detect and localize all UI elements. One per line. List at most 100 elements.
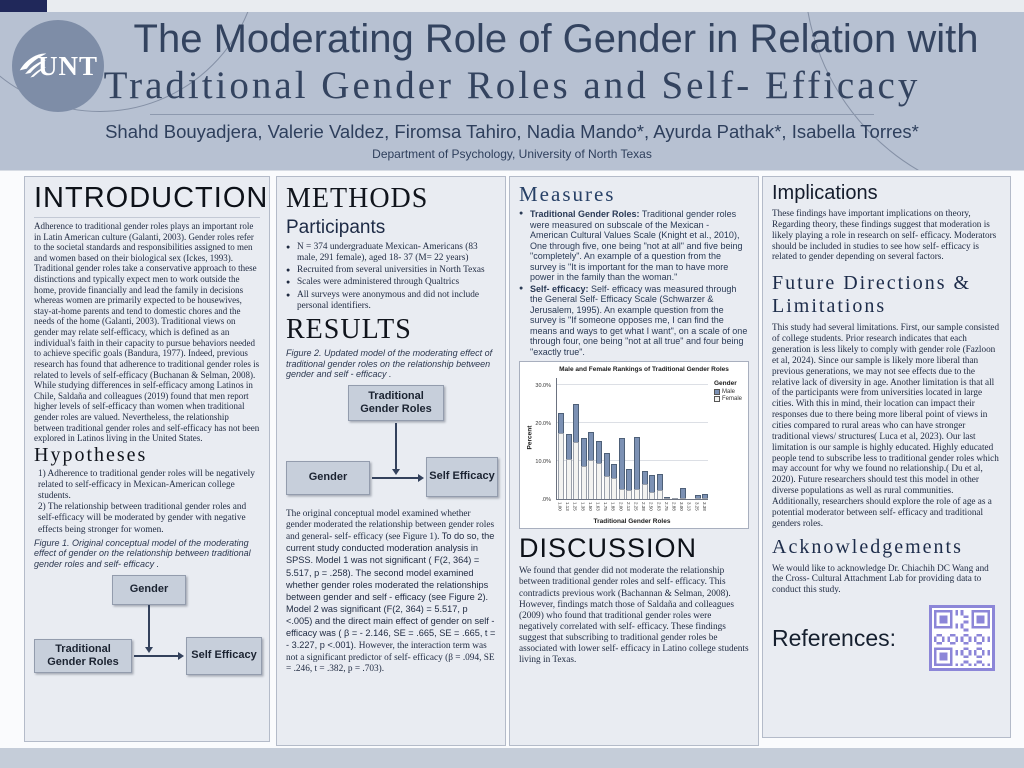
unt-eagle-icon (19, 53, 47, 78)
bar-segment-male (679, 487, 686, 498)
bar-segment-male (634, 437, 640, 490)
figure2-diagram: Traditional Gender Roles Gender Self Eff… (286, 383, 498, 505)
measures-list: Traditional Gender Roles: Traditional ge… (519, 209, 749, 357)
chart-gridline (557, 383, 708, 385)
bar-segment-female (611, 477, 618, 500)
bar-2.25 (634, 437, 640, 500)
fig1-tgr-box: Traditional Gender Roles (34, 638, 132, 673)
implications-panel: Implications These findings have importa… (762, 176, 1011, 738)
fig2-gender-box: Gender (286, 460, 370, 495)
bar-segment-male (649, 475, 656, 493)
chart-gridline (557, 421, 708, 423)
chart-x-tick-label: 1.38 (580, 502, 586, 511)
chart-plot (556, 378, 709, 501)
bar-1.38 (580, 438, 587, 500)
poster-title-line1: The Moderating Role of Gender in Relatio… (133, 17, 979, 61)
measures-item-text: Self- efficacy was measured through the … (530, 283, 748, 357)
bar-segment-male (626, 468, 633, 491)
hypothesis-1: 1) Adherence to traditional gender roles… (38, 468, 255, 502)
chart-x-tick-label: 2.13 (625, 502, 631, 511)
measures-item-lead: Self- efficacy: (530, 283, 589, 294)
measures-discussion-panel: Measures Traditional Gender Roles: Tradi… (509, 176, 759, 746)
measures-item-se: Self- efficacy: Self- efficacy was measu… (519, 284, 749, 358)
bar-segment-female (679, 497, 686, 500)
legend-swatch-icon (714, 396, 720, 403)
chart-x-tick-label: 1.88 (610, 502, 616, 511)
bar-1.25 (573, 403, 580, 500)
bar-2.38 (641, 470, 648, 500)
bar-3.00 (679, 487, 686, 500)
chart-y-tick-label: 30.0% (535, 382, 551, 389)
references-label: References: (772, 624, 897, 651)
bar-segment-female (580, 466, 587, 500)
introduction-heading: INTRODUCTION (34, 182, 267, 218)
chart-x-tick-label: 2.25 (633, 502, 639, 511)
results-heading: RESULTS (286, 313, 412, 345)
unt-logo-text: UNT (38, 51, 99, 81)
fig2-tgr-box: Traditional Gender Roles (348, 384, 444, 421)
bar-segment-male (611, 463, 618, 478)
implications-body: These findings have important implicatio… (772, 208, 997, 262)
bar-segment-male (603, 453, 610, 477)
title-underline (150, 114, 874, 115)
bar-segment-male (702, 493, 709, 499)
chart-x-tick-label: 2.00 (618, 502, 624, 511)
bar-2.50 (649, 475, 656, 500)
bar-segment-female (634, 489, 640, 500)
bar-2.88 (672, 498, 678, 500)
methods-results-panel: METHODS Participants N = 374 undergradua… (276, 176, 506, 746)
measures-item-text: Traditional gender roles were measured o… (530, 209, 743, 283)
bar-segment-female (558, 432, 564, 500)
introduction-panel: INTRODUCTION Adherence to traditional ge… (24, 176, 270, 742)
footer-strip (0, 748, 1024, 768)
chart-gridline (557, 460, 708, 462)
chart-legend-item: Male (714, 389, 742, 396)
bar-segment-female (641, 483, 648, 500)
fig2-se-box: Self Efficacy (426, 456, 498, 497)
results-p1: The original conceptual model examined w… (286, 508, 495, 543)
measures-heading: Measures (519, 182, 616, 206)
chart-x-tick-label: 2.63 (656, 502, 662, 511)
future-directions-body: This study had several limitations. Firs… (772, 322, 1000, 528)
bar-segment-male (565, 434, 572, 460)
figure2-caption: Figure 2. Updated model of the moderatin… (286, 347, 493, 380)
bar-segment-female (626, 490, 633, 500)
bar-1.00 (558, 413, 564, 500)
bar-segment-female (573, 442, 580, 500)
measures-item-lead: Traditional Gender Roles: (530, 209, 640, 219)
implications-heading: Implications (772, 182, 878, 204)
chart-y-ticks: .0% 10.0% 20.0% 30.0% (520, 378, 553, 503)
chart-legend-item: Female (714, 396, 742, 403)
bar-2.00 (618, 438, 625, 500)
bar-1.75 (603, 453, 610, 500)
bar-segment-female (618, 488, 625, 500)
introduction-body: Adherence to traditional gender roles pl… (34, 221, 260, 444)
chart-x-tick-label: 2.88 (671, 502, 677, 511)
fig1-gender-box: Gender (112, 574, 186, 605)
bar-segment-male (573, 403, 580, 443)
discussion-body: We found that gender did not moderate th… (519, 566, 749, 666)
bar-segment-male (664, 497, 671, 499)
figure-bar-chart: Male and Female Rankings of Traditional … (519, 361, 749, 530)
participants-list: N = 374 undergraduate Mexican- Americans… (286, 242, 496, 312)
bar-segment-male (588, 431, 595, 461)
bar-segment-male (580, 438, 587, 467)
bar-segment-female (672, 498, 678, 500)
chart-x-ticks: 1.00 1.13 1.25 1.38 1.50 1.63 1.75 1.88 2.00 2.13… (556, 501, 708, 518)
measures-item-tgr: Traditional Gender Roles: Traditional ge… (519, 209, 749, 283)
discussion-heading: DISCUSSION (519, 533, 698, 564)
qr-pattern (934, 610, 990, 667)
bar-segment-male (694, 495, 701, 498)
bar-1.88 (611, 463, 618, 500)
authors-line: Shahd Bouyadjera, Valerie Valdez, Firoms… (105, 121, 919, 142)
legend-series-name: Male (722, 389, 736, 396)
legend-swatch-icon (714, 389, 720, 396)
hypothesis-2: 2) The relationship between traditional … (38, 502, 247, 535)
chart-x-tick-label: 1.00 (557, 502, 563, 511)
bar-segment-male (596, 441, 602, 464)
fig2-vertical-arrow (392, 422, 400, 475)
bar-segment-female (649, 492, 656, 500)
chart-x-tick-label: 2.38 (641, 502, 647, 511)
fig2-horizontal-arrow (372, 473, 424, 482)
